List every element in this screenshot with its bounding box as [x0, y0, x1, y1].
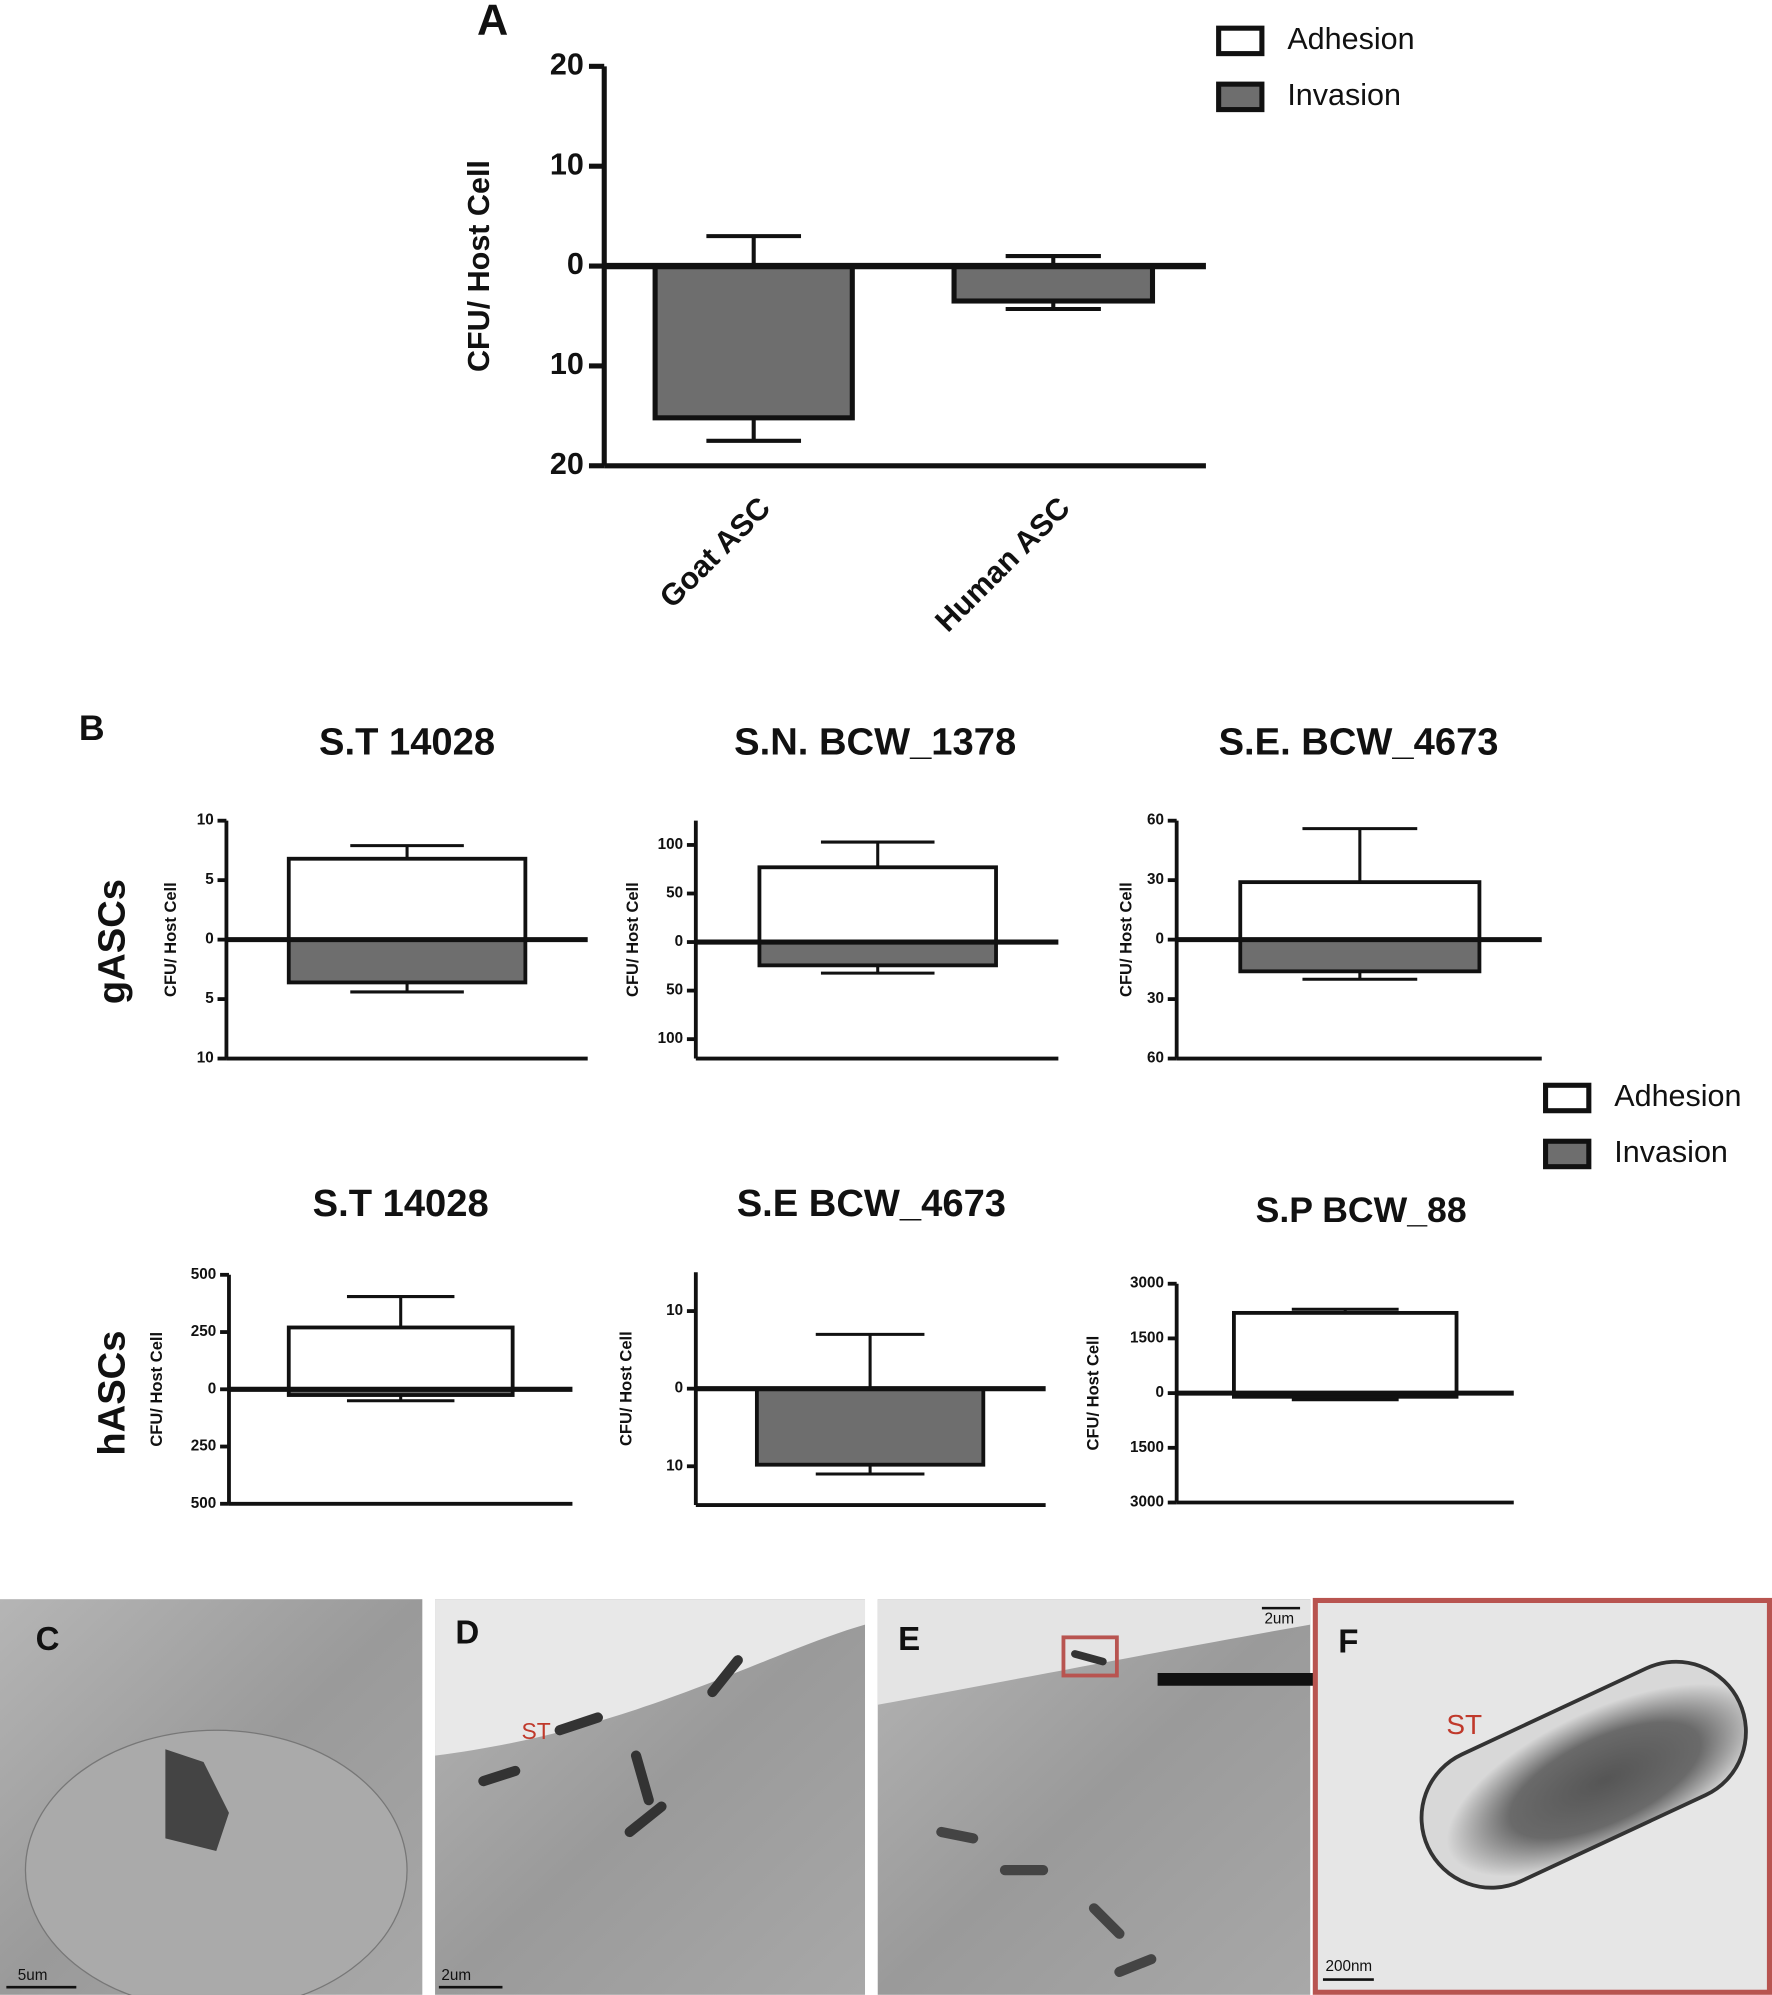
micrograph-label: D	[455, 1615, 479, 1652]
legend-label: Invasion	[1287, 78, 1401, 112]
y-tick-label: 100	[658, 836, 683, 853]
scale-bar: 200nm	[1326, 1958, 1373, 1975]
y-tick-label: 0	[1155, 1384, 1163, 1401]
y-axis-label: CFU/ Host Cell	[147, 1332, 166, 1447]
micrograph-d: D ST 2um	[435, 1599, 866, 1995]
y-tick-label: 0	[205, 931, 213, 948]
y-axis-label: CFU/ Host Cell	[1083, 1336, 1102, 1451]
y-tick-label: 50	[666, 982, 683, 999]
chart-title: S.T 14028	[313, 1182, 489, 1225]
y-axis-label: CFU/ Host Cell	[623, 882, 642, 997]
y-axis-label: CFU/ Host Cell	[1116, 882, 1135, 997]
annotation: ST	[1446, 1709, 1482, 1740]
chart-title: S.N. BCW_1378	[734, 720, 1016, 763]
chart-title: S.T 14028	[319, 720, 495, 763]
y-tick-label: 10	[550, 147, 584, 181]
y-tick-label: 30	[1147, 871, 1164, 888]
y-tick-label: 5	[205, 990, 214, 1007]
y-tick-label: 1500	[1130, 1329, 1164, 1346]
micrograph-c: C 5um	[0, 1599, 423, 1995]
row-label: gASCs	[91, 879, 134, 1004]
y-tick-label: 3000	[1130, 1275, 1164, 1292]
y-tick-label: 250	[191, 1438, 216, 1455]
y-tick-label: 10	[666, 1457, 683, 1474]
y-tick-label: 20	[550, 447, 584, 481]
bar	[951, 263, 1156, 304]
y-tick-label: 60	[1147, 812, 1164, 829]
bar	[286, 937, 528, 985]
y-axis-label: CFU/ Host Cell	[161, 882, 180, 997]
legend-label: Invasion	[1614, 1135, 1728, 1169]
micrograph-e: E 2um	[877, 1599, 1355, 1995]
row-label: hASCs	[91, 1331, 134, 1456]
y-tick-label: 1500	[1130, 1439, 1164, 1456]
y-tick-label: 0	[567, 247, 584, 281]
x-tick-label: Human ASC	[929, 491, 1077, 639]
legend-swatch	[1543, 1138, 1592, 1170]
y-tick-label: 0	[208, 1380, 216, 1397]
micrograph-label: E	[898, 1621, 920, 1658]
chart-title: S.E. BCW_4673	[1219, 720, 1499, 763]
y-tick-label: 10	[666, 1302, 683, 1319]
y-tick-label: 0	[675, 1380, 683, 1397]
y-tick-label: 10	[197, 1050, 214, 1067]
bar	[286, 856, 528, 942]
y-tick-label: 3000	[1130, 1494, 1164, 1511]
y-tick-label: 500	[191, 1266, 216, 1283]
legend-label: Adhesion	[1614, 1079, 1741, 1113]
y-axis-label: CFU/ Host Cell	[462, 160, 496, 372]
y-tick-label: 5	[205, 871, 214, 888]
annotation: ST	[522, 1718, 551, 1744]
bar	[757, 865, 998, 944]
y-tick-label: 0	[675, 933, 683, 950]
micrograph-label: C	[36, 1621, 60, 1658]
micrograph-f: F ST 200nm	[1312, 1597, 1772, 1995]
bar	[286, 1325, 515, 1392]
bar	[1238, 937, 1482, 974]
y-tick-label: 100	[658, 1030, 683, 1047]
y-axis-label: CFU/ Host Cell	[616, 1331, 635, 1446]
chart-title: S.P BCW_88	[1256, 1190, 1467, 1230]
bar	[652, 263, 855, 421]
chart-title: A	[477, 0, 508, 45]
y-tick-label: 0	[1155, 931, 1163, 948]
y-tick-label: 10	[550, 347, 584, 381]
bar	[754, 1386, 986, 1467]
y-tick-label: 10	[197, 812, 214, 829]
y-tick-label: 60	[1147, 1050, 1164, 1067]
y-tick-label: 30	[1147, 990, 1164, 1007]
bar	[1232, 1310, 1459, 1396]
x-tick-label: Goat ASC	[653, 491, 777, 615]
y-tick-label: 20	[550, 47, 584, 81]
bar	[757, 940, 998, 968]
scale-bar: 2um	[441, 1967, 471, 1984]
bar	[1238, 880, 1482, 942]
legend-swatch	[1216, 81, 1265, 113]
y-tick-label: 250	[191, 1323, 216, 1340]
panel-label: B	[79, 708, 105, 748]
legend-swatch	[1543, 1082, 1592, 1114]
legend-swatch	[1216, 25, 1265, 57]
legend-label: Adhesion	[1287, 22, 1414, 56]
scale-bar: 2um	[1264, 1611, 1294, 1628]
y-tick-label: 500	[191, 1495, 216, 1512]
y-tick-label: 50	[666, 885, 683, 902]
chart-title: S.E BCW_4673	[737, 1182, 1006, 1225]
scale-bar: 5um	[18, 1967, 48, 1984]
micrograph-label: F	[1338, 1623, 1358, 1660]
